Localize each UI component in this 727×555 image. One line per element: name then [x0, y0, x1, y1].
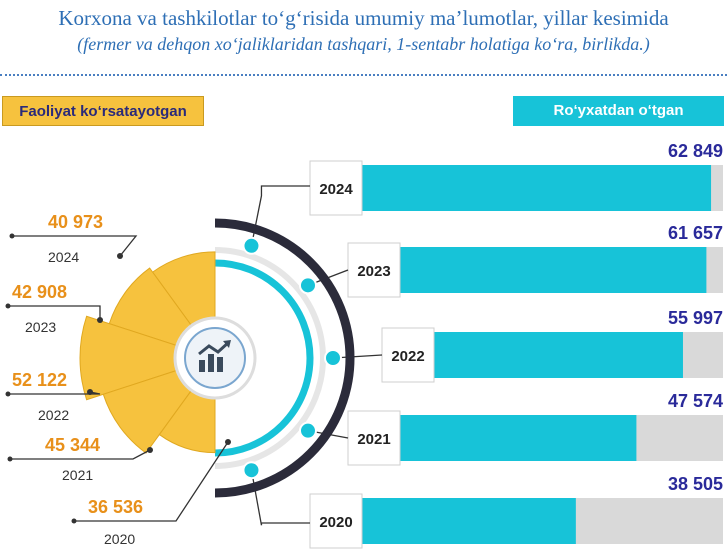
leader-dot: [117, 253, 123, 259]
value-label-active-2020: 36 536: [88, 497, 143, 517]
ring-dot: [242, 461, 261, 480]
year-box: [381, 327, 435, 383]
value-label-registered-2021: 47 574: [668, 391, 723, 411]
pie-slice-2022: [79, 315, 217, 401]
leader-dot: [7, 456, 13, 462]
year-label-2020: 2020: [319, 514, 352, 531]
bar-2022: [434, 332, 683, 378]
value-label-registered-2022: 55 997: [668, 308, 723, 328]
year-label-active-2022: 2022: [38, 407, 69, 423]
leader-dot: [147, 447, 153, 453]
bar-2021: [400, 415, 637, 461]
icon-trend-line: [198, 340, 231, 356]
leader-dot: [5, 303, 11, 309]
leader-dot: [71, 518, 77, 524]
value-label-active-2024: 40 973: [48, 212, 103, 232]
leader-dot: [87, 389, 93, 395]
mid-ring: [214, 247, 326, 469]
leader-line: [8, 305, 101, 320]
registered-legend-tag: Ro‘yxatdan o‘tgan: [513, 96, 724, 126]
icon-bar: [199, 360, 205, 372]
leader-dot: [225, 439, 231, 445]
year-label-2024: 2024: [319, 181, 353, 198]
leader-line: [10, 449, 151, 460]
connector-line: [250, 185, 310, 246]
leader-line: [8, 391, 101, 395]
year-label-active-2023: 2023: [25, 319, 56, 335]
active-legend-tag: Faoliyat ko‘rsatayotgan: [2, 96, 204, 126]
leader-line: [12, 235, 138, 257]
year-label-active-2024: 2024: [48, 249, 79, 265]
year-label-2021: 2021: [357, 431, 390, 448]
bar-2020: [362, 498, 576, 544]
center-inner: [184, 327, 246, 389]
value-label-registered-2020: 38 505: [668, 474, 723, 494]
divider: [0, 74, 727, 76]
page-subtitle: (fermer va dehqon xo‘jaliklaridan tashqa…: [77, 34, 650, 54]
leader-line: [74, 441, 229, 522]
year-label-2022: 2022: [391, 348, 424, 365]
value-label-active-2021: 45 344: [45, 435, 100, 455]
value-label-active-2023: 42 908: [12, 282, 67, 302]
value-label-registered-2023: 61 657: [668, 223, 723, 243]
leader-dot: [5, 391, 11, 397]
leader-dot: [97, 317, 103, 323]
year-box: [309, 493, 363, 549]
value-label-active-2022: 52 122: [12, 370, 67, 390]
ring-dot: [298, 276, 317, 295]
ring-dot: [298, 421, 317, 440]
value-label-registered-2024: 62 849: [668, 141, 723, 161]
icon-arrow: [223, 340, 231, 348]
leader-dot: [9, 233, 15, 239]
bar-2023: [400, 247, 707, 293]
page-title: Korxona va tashkilotlar to‘g‘risida umum…: [58, 6, 669, 30]
icon-bar: [217, 357, 223, 372]
connector-line: [250, 470, 310, 526]
outer-ring: [214, 218, 355, 498]
year-label-2023: 2023: [357, 263, 390, 280]
ring-dot: [242, 236, 261, 255]
year-label-active-2021: 2021: [62, 467, 93, 483]
inner-ring: [214, 259, 314, 457]
chart-trend-icon: [198, 340, 231, 372]
year-box: [309, 160, 363, 216]
ring-dot: [324, 349, 342, 367]
bar-2024: [362, 165, 712, 211]
icon-bar: [208, 354, 214, 372]
year-label-active-2020: 2020: [104, 531, 135, 547]
